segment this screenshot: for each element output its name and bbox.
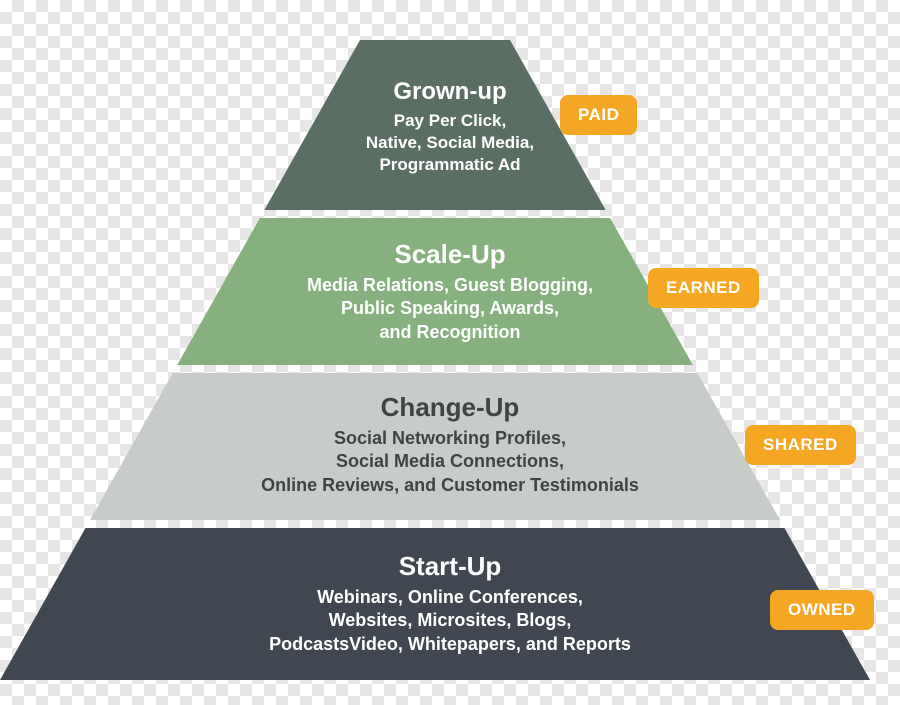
pyramid-layer-scale-up <box>177 218 693 365</box>
badge-scale-up: EARNED <box>648 268 759 308</box>
pyramid-layer-start-up <box>0 528 870 680</box>
badge-grown-up: PAID <box>560 95 637 135</box>
badge-change-up: SHARED <box>745 425 856 465</box>
badge-start-up: OWNED <box>770 590 874 630</box>
pyramid-layer-change-up <box>90 373 780 520</box>
pyramid-svg <box>0 0 900 705</box>
pyramid-layer-grown-up <box>264 40 605 210</box>
